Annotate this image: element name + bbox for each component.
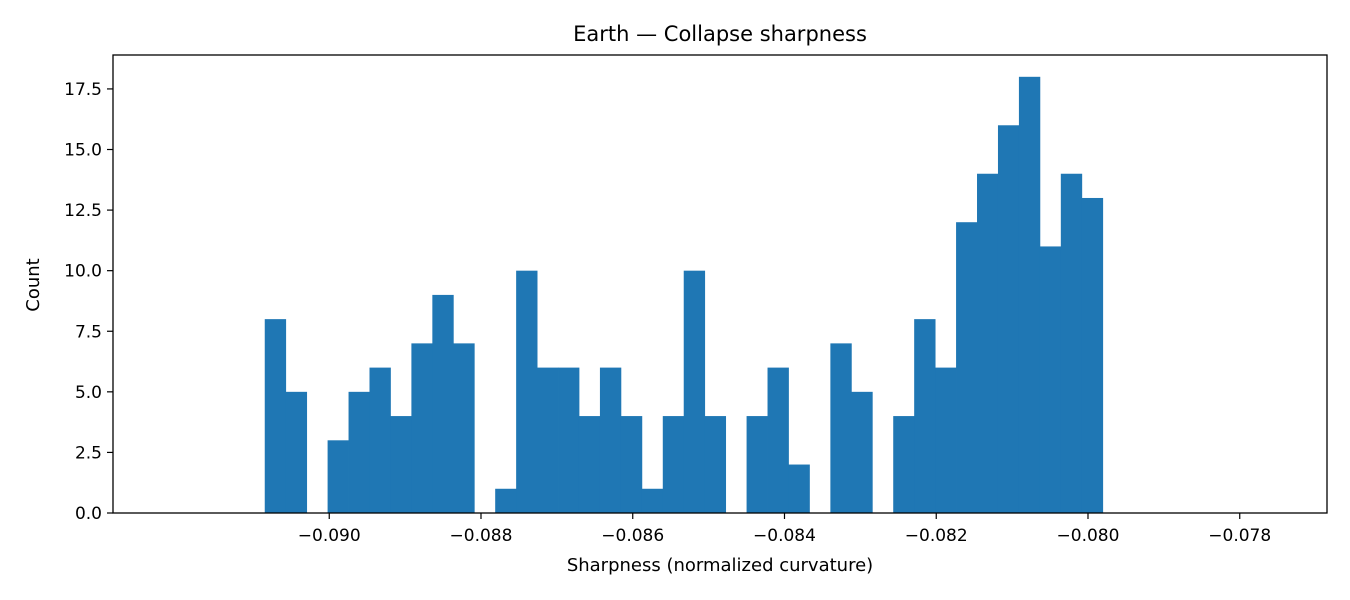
x-tick-label: −0.086 <box>601 526 664 546</box>
histogram-bar <box>683 270 706 513</box>
histogram-bar <box>495 488 517 513</box>
histogram-bar <box>1018 76 1041 514</box>
plot-frame <box>112 54 1328 514</box>
histogram-bar <box>893 416 915 513</box>
x-tick-label: −0.082 <box>905 526 968 546</box>
histogram-bar <box>977 173 999 514</box>
histogram-bar <box>767 367 789 513</box>
histogram-bar <box>704 416 727 513</box>
histogram-bar <box>558 367 580 513</box>
histogram-bar <box>1081 197 1104 513</box>
histogram-bar <box>830 343 852 513</box>
y-tick-label: 17.5 <box>64 80 102 100</box>
histogram-bar <box>516 270 538 513</box>
histogram-bar <box>432 294 454 513</box>
y-tick-label: 5.0 <box>75 383 102 403</box>
y-tick-label: 10.0 <box>64 262 102 282</box>
histogram-bar <box>851 391 873 513</box>
histogram-bar <box>390 416 412 513</box>
x-axis-title: Sharpness (normalized curvature) <box>567 555 873 576</box>
x-tick-label: −0.080 <box>1057 526 1120 546</box>
histogram-bar <box>1039 246 1062 513</box>
x-tick-label: −0.084 <box>753 526 816 546</box>
histogram-bar <box>348 391 370 513</box>
histogram-bar <box>662 416 685 513</box>
chart-title: Earth — Collapse sharpness <box>573 22 867 46</box>
y-tick-label: 2.5 <box>75 443 102 463</box>
histogram-bar <box>914 319 936 513</box>
histogram-bar <box>641 488 664 513</box>
histogram-bar <box>746 416 768 513</box>
x-tick-label: −0.088 <box>450 526 513 546</box>
histogram-bar <box>788 464 810 513</box>
histogram-bar <box>411 343 433 513</box>
bars-group <box>264 76 1104 514</box>
histogram-bar <box>264 319 287 513</box>
y-tick-label: 12.5 <box>64 201 102 221</box>
y-tick-label: 15.0 <box>64 141 102 161</box>
histogram-bar <box>327 440 349 513</box>
histogram-bar <box>285 391 308 513</box>
y-tick-label: 7.5 <box>75 322 102 342</box>
y-axis: 0.0 2.5 5.0 7.5 10.0 12.5 15.0 17.5 <box>64 80 113 524</box>
histogram-bar <box>956 222 978 513</box>
histogram-bar <box>997 125 1020 513</box>
histogram-bar <box>453 343 475 513</box>
x-tick-label: −0.078 <box>1208 526 1271 546</box>
histogram-bar <box>599 367 622 513</box>
histogram-bar <box>1060 173 1083 514</box>
x-axis: −0.090 −0.088 −0.086 −0.084 −0.082 −0.080 −0.0… <box>298 513 1271 546</box>
x-tick-label: −0.090 <box>298 526 361 546</box>
y-tick-label: 0.0 <box>75 504 102 524</box>
histogram-bar <box>935 367 957 513</box>
histogram-bar <box>537 367 559 513</box>
y-axis-title: Count <box>23 258 44 311</box>
histogram-bar <box>578 416 601 513</box>
histogram-bar <box>369 367 391 513</box>
histogram-bar <box>620 416 643 513</box>
